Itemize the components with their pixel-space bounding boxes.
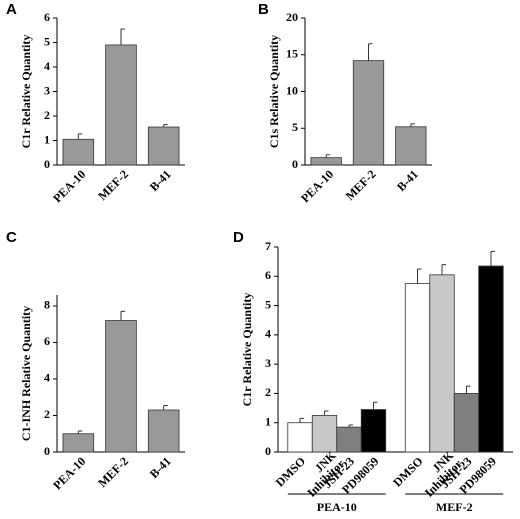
panel-letter: A (6, 1, 17, 18)
x-tick-label: MEF-2 (95, 167, 131, 203)
y-axis-label: C1s Relative Quantity (267, 35, 281, 148)
error-bar (120, 28, 125, 45)
error-bar (348, 424, 353, 428)
y-tick-label: 3 (44, 83, 50, 97)
bar (105, 320, 137, 453)
y-tick-label: 0 (265, 444, 271, 458)
x-tick-label: DMSO (390, 454, 425, 489)
error-bar (410, 123, 415, 127)
y-tick-label: 0 (44, 157, 50, 171)
y-tick-label: 2 (44, 407, 50, 421)
y-tick-label: 5 (292, 120, 298, 134)
error-bar (372, 401, 378, 410)
y-axis-label: C1r Relative Quantity (240, 293, 254, 407)
x-tick-label: PEA-10 (298, 167, 336, 205)
y-tick-label: 1 (44, 132, 50, 146)
bar (62, 138, 95, 166)
y-tick-label: 10 (286, 83, 298, 97)
y-axis-label: C1r Relative Quantity (19, 35, 33, 149)
bar (287, 422, 313, 453)
bar (105, 44, 137, 166)
x-tick-label: B-41 (147, 454, 174, 481)
y-tick-label: 4 (44, 59, 50, 73)
y-tick-label: 3 (265, 356, 271, 370)
bar (352, 60, 385, 166)
error-bar (465, 385, 471, 394)
error-bar (324, 410, 329, 416)
y-tick-label: 5 (265, 297, 271, 311)
bar (147, 126, 180, 166)
group-label: PEA-10 (317, 500, 357, 514)
panel-letter: B (258, 1, 269, 18)
bar (336, 426, 362, 453)
error-bar (368, 43, 373, 61)
error-bar (490, 250, 495, 267)
x-tick-label: PEA-10 (50, 454, 88, 492)
y-tick-label: 6 (265, 268, 271, 282)
panel-letter: C (6, 229, 17, 246)
y-tick-label: 4 (44, 371, 50, 385)
bar (310, 157, 342, 166)
x-tick-label: B-41 (147, 167, 174, 194)
y-tick-label: 8 (44, 298, 50, 312)
y-tick-label: 7 (265, 239, 271, 253)
bar (62, 433, 95, 453)
y-tick-label: 2 (265, 385, 271, 399)
bar (395, 126, 427, 166)
y-axis-label: C1-INH Relative Quantity (19, 306, 33, 441)
group-label: MEF-2 (436, 500, 473, 514)
error-bar (299, 417, 305, 423)
x-tick-label: MEF-2 (95, 454, 131, 490)
panel-letter: D (233, 229, 244, 246)
x-tick-label: B-41 (394, 167, 421, 194)
y-tick-label: 1 (265, 414, 271, 428)
y-tick-label: 2 (44, 108, 50, 122)
error-bar (163, 404, 168, 411)
error-bar (120, 310, 125, 321)
x-tick-label: MEF-2 (343, 167, 379, 203)
bar (360, 409, 387, 453)
error-bar (441, 264, 447, 275)
error-bar (77, 133, 83, 140)
bar (404, 283, 431, 453)
y-tick-label: 0 (292, 157, 298, 171)
y-tick-label: 6 (44, 10, 50, 24)
y-tick-label: 5 (44, 34, 50, 48)
error-bar (163, 124, 168, 128)
error-bar (77, 430, 83, 434)
y-tick-label: 6 (44, 334, 50, 348)
x-tick-label: PEA-10 (50, 167, 88, 205)
bar (478, 265, 504, 453)
y-tick-label: 20 (286, 10, 298, 24)
error-bar (325, 154, 331, 158)
x-tick-label: DMSO (273, 454, 308, 489)
y-tick-label: 0 (44, 444, 50, 458)
y-tick-label: 4 (265, 327, 271, 341)
bar (311, 414, 338, 453)
bar (429, 274, 455, 453)
y-tick-label: 15 (286, 47, 298, 61)
bar (147, 409, 180, 453)
bar (453, 393, 480, 453)
error-bar (417, 268, 422, 284)
